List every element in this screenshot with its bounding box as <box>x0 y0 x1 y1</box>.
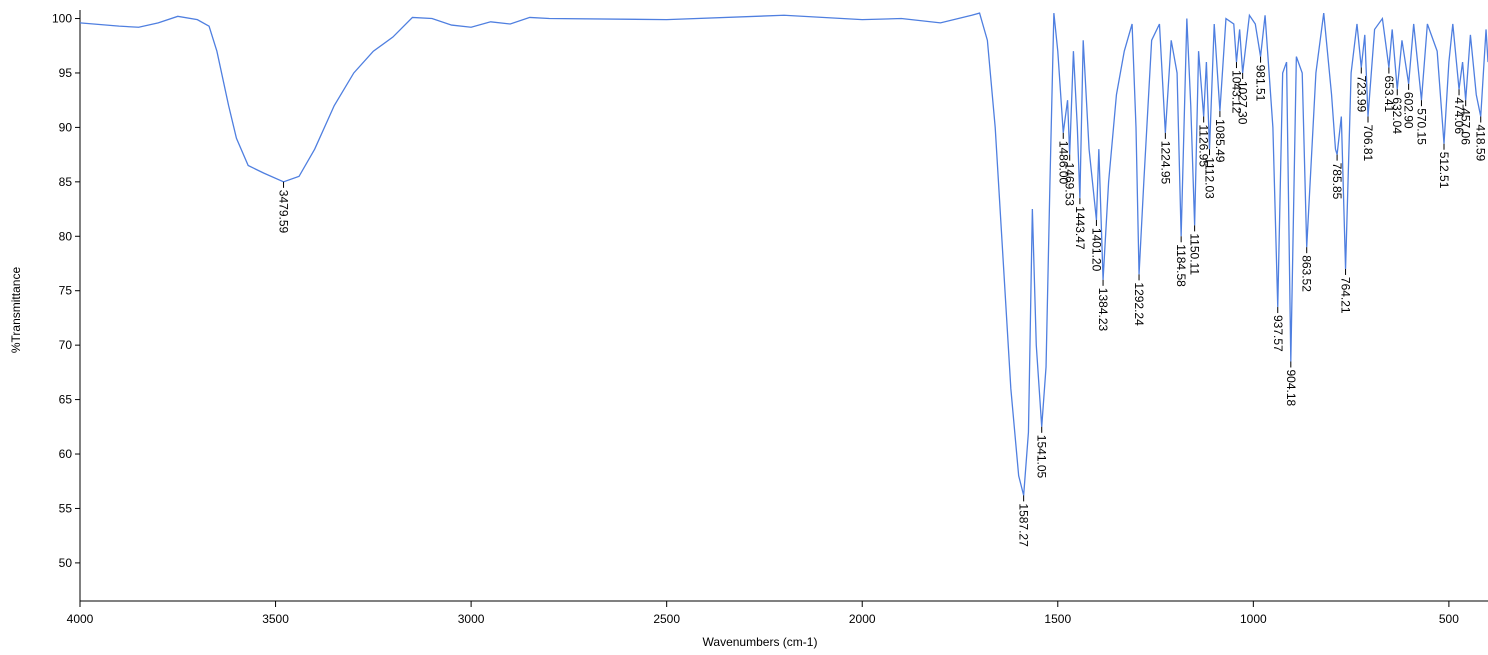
peak-label: 418.59 <box>1474 125 1488 162</box>
peak-label: 1027.30 <box>1236 81 1250 125</box>
x-tick-label: 3500 <box>262 612 289 626</box>
y-tick-label: 90 <box>59 120 73 134</box>
peak-label: 1587.27 <box>1017 503 1031 547</box>
peak-label: 1126.95 <box>1197 125 1211 168</box>
peak-label: 981.51 <box>1254 65 1268 102</box>
peak-label: 512.51 <box>1437 152 1451 189</box>
peak-label: 1043.12 <box>1230 70 1244 114</box>
peak-label: 1486.00 <box>1056 141 1070 185</box>
peak-label: 1224.95 <box>1158 141 1172 185</box>
y-tick-label: 100 <box>52 12 72 26</box>
peak-label: 474.06 <box>1452 97 1466 134</box>
peak-label: 764.21 <box>1339 277 1353 314</box>
peak-label: 457.06 <box>1459 108 1473 145</box>
x-tick-label: 1500 <box>1044 612 1071 626</box>
x-tick-label: 2500 <box>653 612 680 626</box>
x-tick-label: 3000 <box>458 612 485 626</box>
peak-label: 1443.47 <box>1073 206 1087 250</box>
peak-label: 1292.24 <box>1132 282 1146 326</box>
x-tick-label: 500 <box>1439 612 1459 626</box>
x-tick-label: 4000 <box>67 612 94 626</box>
y-tick-label: 85 <box>59 175 73 189</box>
spectrum-line <box>79 12 1488 496</box>
x-tick-label: 2000 <box>849 612 876 626</box>
peak-label: 1085.49 <box>1213 119 1227 163</box>
peak-label: 785.85 <box>1330 163 1344 200</box>
y-tick-label: 50 <box>59 556 73 570</box>
y-tick-label: 65 <box>59 393 73 407</box>
peak-label: 1150.11 <box>1188 233 1202 275</box>
peak-label: 3479.59 <box>277 190 291 234</box>
y-tick-label: 55 <box>59 501 73 515</box>
peak-label: 1112.03 <box>1203 157 1217 199</box>
peak-label: 653.41 <box>1382 76 1396 113</box>
peak-label: 570.15 <box>1415 108 1429 145</box>
y-tick-label: 60 <box>59 447 73 461</box>
peak-label: 1469.53 <box>1063 163 1077 207</box>
peak-label: 706.81 <box>1361 125 1375 162</box>
peak-label: 723.99 <box>1354 76 1368 113</box>
peak-label: 863.52 <box>1300 255 1314 292</box>
peak-label: 937.57 <box>1271 315 1285 352</box>
y-tick-label: 70 <box>59 338 73 352</box>
peak-label: 1184.58 <box>1174 244 1188 287</box>
y-tick-label: 95 <box>59 66 73 80</box>
peak-label: 904.18 <box>1284 370 1298 407</box>
y-axis-label: %Transmittance <box>9 267 23 354</box>
peak-label: 632.04 <box>1390 97 1404 134</box>
x-axis-label: Wavenumbers (cm-1) <box>703 635 818 649</box>
peak-label: 1401.20 <box>1089 228 1103 272</box>
y-tick-label: 80 <box>59 229 73 243</box>
peak-label: 602.90 <box>1402 92 1416 129</box>
y-tick-label: 75 <box>59 284 73 298</box>
peak-label: 1541.05 <box>1035 435 1049 479</box>
x-tick-label: 1000 <box>1240 612 1267 626</box>
peak-label: 1384.23 <box>1096 288 1110 332</box>
